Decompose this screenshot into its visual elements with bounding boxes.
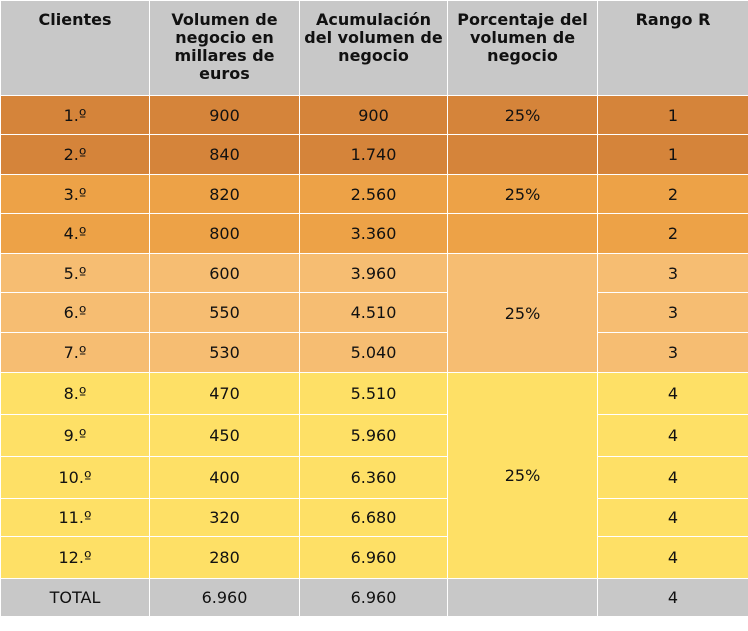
table-row: 12.º 280 6.960 4 bbox=[0, 536, 748, 579]
cell-rank: 4 bbox=[597, 536, 748, 579]
cell-cumulative: 4.510 bbox=[299, 292, 448, 333]
cell-rank: 4 bbox=[597, 414, 748, 457]
cell-rank: 2 bbox=[597, 213, 748, 254]
cell-cumulative: 5.040 bbox=[299, 332, 448, 373]
table-row: 4.º 800 3.360 2 bbox=[0, 213, 748, 254]
cell-cumulative: 6.360 bbox=[299, 456, 448, 499]
cell-rank: 1 bbox=[597, 134, 748, 175]
cell-rank: 2 bbox=[597, 174, 748, 214]
cell-percent: 25% bbox=[447, 372, 598, 579]
table-row: 3.º 820 2.560 25% 2 bbox=[0, 174, 748, 214]
cell-percent-empty bbox=[447, 213, 598, 254]
cell-cumulative: 3.960 bbox=[299, 253, 448, 293]
cell-volume: 470 bbox=[149, 372, 300, 415]
table-header-row: Clientes Volumen de negocio en millares … bbox=[0, 0, 748, 96]
table-row: 1.º 900 900 25% 1 bbox=[0, 95, 748, 135]
cell-cumulative: 5.960 bbox=[299, 414, 448, 457]
cell-rank: 1 bbox=[597, 95, 748, 135]
cell-volume: 840 bbox=[149, 134, 300, 175]
cell-cumulative: 1.740 bbox=[299, 134, 448, 175]
cell-percent: 25% bbox=[447, 174, 598, 214]
cell-client: 9.º bbox=[0, 414, 150, 457]
cell-cumulative: 900 bbox=[299, 95, 448, 135]
cell-percent-empty bbox=[447, 134, 598, 175]
cell-cumulative: 6.960 bbox=[299, 536, 448, 579]
table-row: 11.º 320 6.680 4 bbox=[0, 498, 748, 537]
table-row: 8.º 470 5.510 25% 4 bbox=[0, 372, 748, 579]
cell-client: 11.º bbox=[0, 498, 150, 537]
cell-cumulative: 2.560 bbox=[299, 174, 448, 214]
cell-rank: 4 bbox=[597, 372, 748, 415]
cell-rank: 4 bbox=[597, 456, 748, 499]
cell-client: 6.º bbox=[0, 292, 150, 333]
cell-volume: 600 bbox=[149, 253, 300, 293]
cell-client: 12.º bbox=[0, 536, 150, 579]
cell-volume: 900 bbox=[149, 95, 300, 135]
cell-rank: 3 bbox=[597, 292, 748, 333]
total-volume: 6.960 bbox=[149, 578, 300, 617]
cell-client: 5.º bbox=[0, 253, 150, 293]
total-cumulative: 6.960 bbox=[299, 578, 448, 617]
cell-cumulative: 5.510 bbox=[299, 372, 448, 415]
header-clientes: Clientes bbox=[0, 0, 150, 96]
cell-percent: 25% bbox=[447, 253, 598, 373]
cell-rank: 4 bbox=[597, 498, 748, 537]
cell-client: 8.º bbox=[0, 372, 150, 415]
cell-volume: 450 bbox=[149, 414, 300, 457]
cell-volume: 530 bbox=[149, 332, 300, 373]
cell-client: 3.º bbox=[0, 174, 150, 214]
cell-client: 10.º bbox=[0, 456, 150, 499]
cell-rank: 3 bbox=[597, 253, 748, 293]
cell-client: 4.º bbox=[0, 213, 150, 254]
cell-volume: 320 bbox=[149, 498, 300, 537]
cell-client: 2.º bbox=[0, 134, 150, 175]
header-acumulacion: Acumulación del volumen de negocio bbox=[299, 0, 448, 96]
cell-volume: 550 bbox=[149, 292, 300, 333]
cell-client: 1.º bbox=[0, 95, 150, 135]
header-volumen: Volumen de negocio en millares de euros bbox=[149, 0, 300, 96]
table-row: 7.º 530 5.040 3 bbox=[0, 332, 748, 373]
cell-cumulative: 3.360 bbox=[299, 213, 448, 254]
total-percent bbox=[447, 578, 598, 617]
cell-cumulative: 6.680 bbox=[299, 498, 448, 537]
cell-volume: 820 bbox=[149, 174, 300, 214]
cell-volume: 800 bbox=[149, 213, 300, 254]
table-row: 6.º 550 4.510 3 bbox=[0, 292, 748, 333]
cell-volume: 400 bbox=[149, 456, 300, 499]
cell-rank: 3 bbox=[597, 332, 748, 373]
table-row: 2.º 840 1.740 1 bbox=[0, 134, 748, 175]
header-rango: Rango R bbox=[597, 0, 748, 96]
total-row: TOTAL 6.960 6.960 4 bbox=[0, 578, 748, 617]
total-rank: 4 bbox=[597, 578, 748, 617]
total-label: TOTAL bbox=[0, 578, 150, 617]
header-porcentaje: Porcentaje del volumen de negocio bbox=[447, 0, 598, 96]
table-row: 5.º 600 3.960 25% 3 bbox=[0, 253, 748, 373]
cell-client: 7.º bbox=[0, 332, 150, 373]
table-row: 9.º 450 5.960 4 bbox=[0, 414, 748, 457]
abc-classification-table: Clientes Volumen de negocio en millares … bbox=[0, 0, 748, 617]
table-row: 10.º 400 6.360 4 bbox=[0, 456, 748, 499]
cell-percent: 25% bbox=[447, 95, 598, 135]
cell-volume: 280 bbox=[149, 536, 300, 579]
